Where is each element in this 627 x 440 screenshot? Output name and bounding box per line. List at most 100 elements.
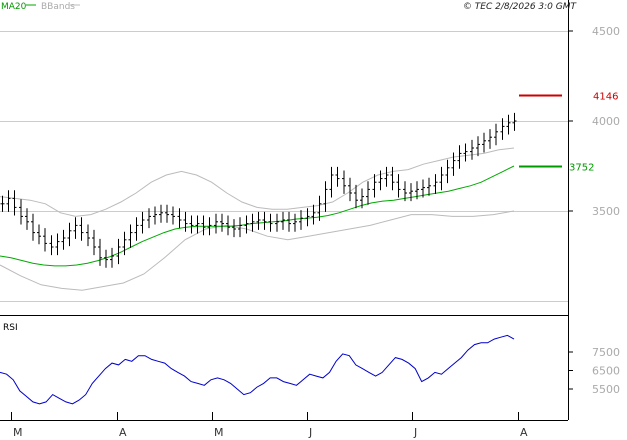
price-bar-17 (104, 249, 108, 268)
price-bar-25 (153, 206, 157, 225)
price-bar-16 (98, 238, 102, 266)
price-bar-22 (134, 217, 139, 241)
price-bar-58 (354, 184, 358, 209)
price-bar-27 (165, 204, 169, 223)
price-bar-34 (207, 217, 212, 236)
price-bar-26 (159, 204, 163, 223)
price-bar-13 (79, 217, 84, 241)
rsi-line (0, 334, 515, 405)
price-bar-75 (457, 145, 462, 169)
price-bar-67 (409, 183, 413, 202)
month-label-2: M (214, 426, 224, 439)
price-bar-36 (220, 213, 224, 232)
rsi-polyline (0, 334, 515, 405)
price-gridlines (0, 31, 568, 302)
price-bar-73 (445, 159, 450, 184)
price-bar-3 (19, 199, 23, 225)
price-bar-31 (189, 215, 194, 234)
rsi-tick-label-75: 7500 (592, 346, 620, 359)
price-bar-5 (31, 213, 35, 241)
price-bar-51 (311, 204, 316, 225)
price-tick-label-4000: 4000 (592, 115, 620, 128)
price-bar-2 (12, 190, 17, 216)
price-bar-68 (415, 181, 419, 200)
price-bar-24 (147, 208, 151, 229)
price-bar-80 (488, 129, 492, 149)
price-bar-30 (183, 211, 188, 232)
ma20-polyline (0, 165, 515, 267)
price-bar-37 (226, 215, 230, 236)
price-bar-57 (348, 177, 352, 202)
price-bar-20 (122, 231, 127, 256)
price-bar-84 (512, 112, 517, 131)
price-bar-38 (232, 219, 236, 238)
price-bar-6 (37, 224, 41, 245)
price-bar-19 (116, 238, 121, 265)
rsi-label: RSI (3, 323, 18, 333)
month-label-1: A (119, 426, 127, 439)
price-bar-9 (55, 233, 60, 256)
price-bar-47 (287, 211, 291, 232)
price-ohlc-bars (0, 112, 517, 268)
price-axis: 3500 4000 4500 (568, 25, 620, 218)
price-bar-39 (238, 217, 242, 238)
price-bar-40 (244, 215, 249, 234)
price-bar-65 (396, 174, 401, 198)
bb-lower-line (0, 210, 515, 291)
price-bar-55 (335, 166, 340, 187)
price-bar-61 (372, 174, 377, 198)
price-tick-label-3500: 3500 (592, 205, 620, 218)
price-bar-12 (73, 217, 78, 239)
price-bar-21 (128, 224, 133, 248)
month-label-3: J (308, 426, 312, 439)
month-label-0: M (13, 426, 23, 439)
rsi-axis: 5500 6500 7500 (568, 346, 620, 396)
resistance-label: 4146 (593, 92, 618, 103)
price-bar-64 (390, 166, 395, 191)
price-bar-14 (86, 224, 90, 247)
price-bar-49 (299, 210, 303, 230)
rsi-tick-label-65: 6500 (592, 365, 620, 378)
price-bar-70 (427, 177, 431, 196)
price-bar-72 (439, 166, 444, 191)
price-bar-18 (110, 247, 114, 268)
price-bar-81 (494, 123, 498, 146)
price-bar-78 (476, 136, 480, 157)
price-bar-52 (317, 195, 322, 221)
copyright-text: © TEC 2/8/2026 3:0 GMT (463, 2, 578, 12)
legend-bbands: BBands (41, 2, 75, 12)
price-bar-1 (6, 190, 11, 212)
price-bar-53 (323, 181, 328, 212)
bollinger-bands (0, 147, 515, 291)
price-bar-0 (0, 195, 5, 212)
price-bar-83 (506, 114, 511, 135)
price-bar-69 (421, 179, 425, 198)
legend: MA20 BBands (1, 2, 80, 12)
price-bar-54 (329, 166, 334, 198)
price-bar-60 (366, 181, 370, 205)
price-bar-59 (360, 188, 364, 209)
price-bar-56 (342, 170, 346, 194)
price-panel (0, 0, 568, 315)
price-bar-63 (384, 166, 389, 187)
price-bar-74 (451, 152, 456, 176)
price-bar-66 (403, 181, 407, 202)
price-bar-77 (470, 139, 474, 160)
price-bar-42 (256, 211, 261, 230)
support-label: 3752 (569, 163, 594, 174)
price-bar-15 (92, 229, 96, 256)
price-bar-32 (195, 215, 200, 234)
price-bar-7 (43, 228, 47, 252)
price-bar-45 (275, 213, 279, 232)
price-bar-71 (433, 174, 438, 194)
price-bar-11 (67, 222, 72, 247)
price-bar-44 (268, 213, 273, 232)
price-bar-79 (482, 132, 486, 153)
price-bar-43 (262, 211, 267, 230)
month-label-5: A (520, 426, 528, 439)
price-bar-62 (378, 170, 383, 191)
price-bar-8 (49, 235, 54, 256)
legend-ma20: MA20 (1, 2, 27, 12)
